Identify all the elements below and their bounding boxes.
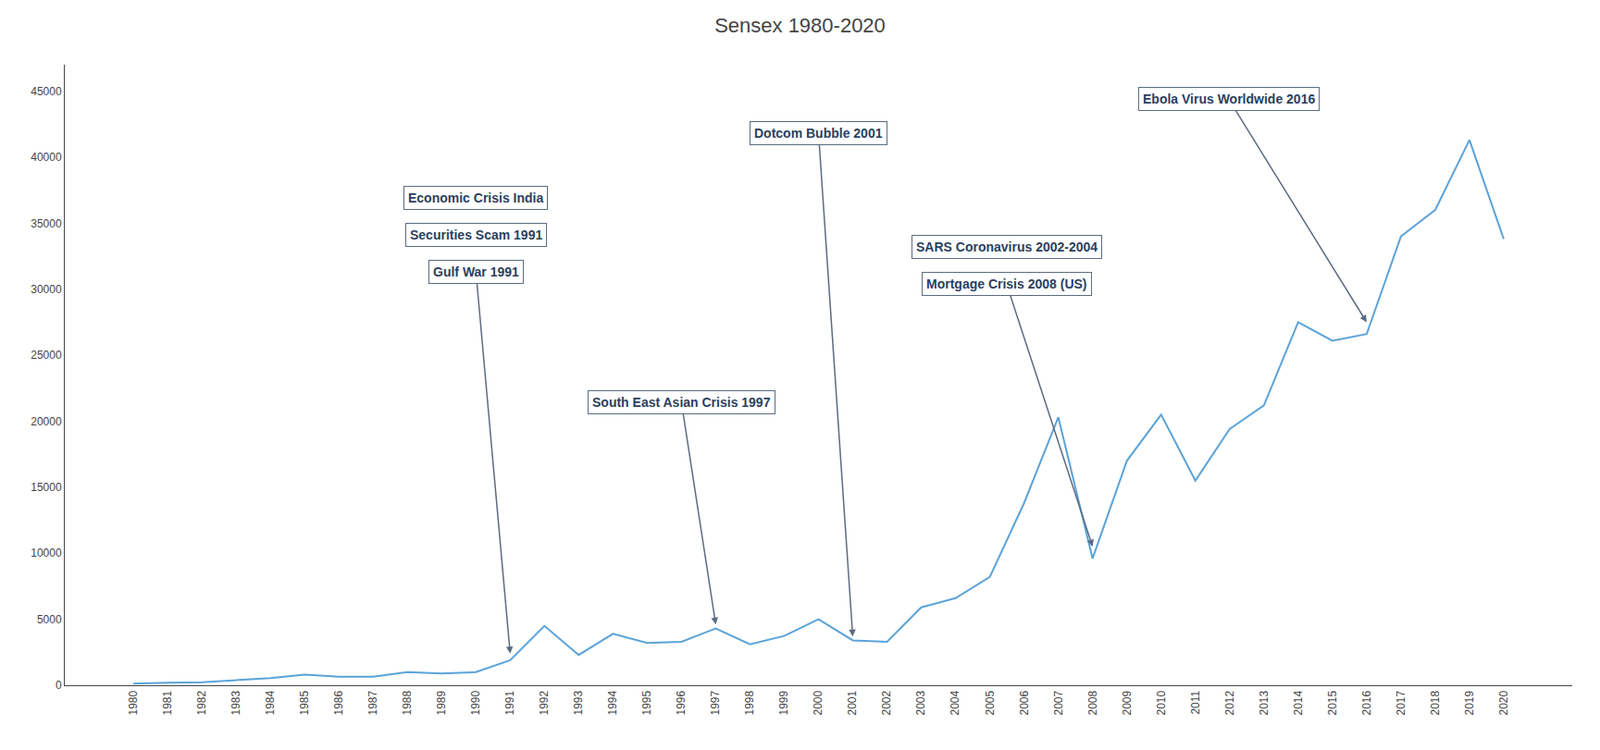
svg-text:2019: 2019 [1463,690,1476,716]
svg-text:1999: 1999 [777,690,791,716]
svg-text:20000: 20000 [30,415,63,429]
svg-text:2002: 2002 [880,690,894,716]
svg-text:Sensex 1980-2020: Sensex 1980-2020 [714,13,886,38]
svg-text:1995: 1995 [640,690,654,716]
svg-text:2011: 2011 [1189,690,1203,715]
svg-text:Gulf War 1991: Gulf War 1991 [433,264,520,280]
svg-text:SARS Coronavirus 2002-2004: SARS Coronavirus 2002-2004 [916,239,1098,255]
svg-text:2012: 2012 [1223,690,1237,716]
svg-text:2020: 2020 [1497,690,1511,716]
svg-text:Economic Crisis India: Economic Crisis India [408,190,544,206]
svg-text:35000: 35000 [30,217,63,231]
svg-text:30000: 30000 [30,283,63,297]
svg-text:0: 0 [55,679,63,693]
svg-text:1991: 1991 [503,690,517,716]
svg-text:1986: 1986 [332,690,346,716]
svg-text:2007: 2007 [1052,690,1066,716]
svg-text:1997: 1997 [708,690,722,716]
svg-text:2000: 2000 [811,690,825,716]
svg-text:Securities Scam 1991: Securities Scam 1991 [409,227,543,243]
svg-text:15000: 15000 [30,481,63,495]
svg-text:2001: 2001 [845,690,859,716]
svg-text:2008: 2008 [1086,690,1100,716]
svg-text:2017: 2017 [1394,690,1408,716]
svg-text:2010: 2010 [1154,690,1168,716]
svg-text:2004: 2004 [948,690,962,716]
svg-text:2009: 2009 [1120,690,1134,716]
svg-text:1993: 1993 [571,690,585,716]
svg-text:1992: 1992 [537,690,551,716]
svg-text:2006: 2006 [1017,690,1031,716]
svg-text:Ebola Virus Worldwide 2016: Ebola Virus Worldwide 2016 [1142,91,1315,107]
svg-text:1994: 1994 [606,690,620,716]
svg-text:1998: 1998 [743,690,757,716]
svg-text:1982: 1982 [195,690,209,716]
svg-text:2016: 2016 [1360,690,1374,716]
svg-text:45000: 45000 [30,85,63,99]
svg-text:Mortgage Crisis 2008 (US): Mortgage Crisis 2008 (US) [926,276,1088,292]
svg-text:2003: 2003 [914,690,928,716]
svg-text:1985: 1985 [297,690,311,716]
svg-text:1983: 1983 [229,690,243,716]
svg-text:1987: 1987 [366,690,380,716]
svg-text:1989: 1989 [434,690,448,716]
svg-text:5000: 5000 [37,613,63,627]
svg-text:2005: 2005 [983,690,997,716]
svg-text:1988: 1988 [400,690,414,716]
svg-text:2013: 2013 [1257,690,1271,716]
svg-text:10000: 10000 [30,546,63,560]
svg-text:25000: 25000 [30,348,63,362]
svg-text:1984: 1984 [263,690,277,716]
svg-text:1980: 1980 [126,690,140,716]
svg-text:1990: 1990 [469,690,483,716]
svg-text:2015: 2015 [1326,690,1340,716]
svg-text:Dotcom Bubble 2001: Dotcom Bubble 2001 [754,125,883,141]
svg-text:1996: 1996 [674,690,688,716]
svg-text:40000: 40000 [30,150,63,164]
svg-text:1981: 1981 [161,690,174,716]
svg-text:South East Asian Crisis 1997: South East Asian Crisis 1997 [592,395,771,410]
svg-text:2014: 2014 [1291,690,1305,716]
svg-text:2018: 2018 [1428,690,1442,716]
